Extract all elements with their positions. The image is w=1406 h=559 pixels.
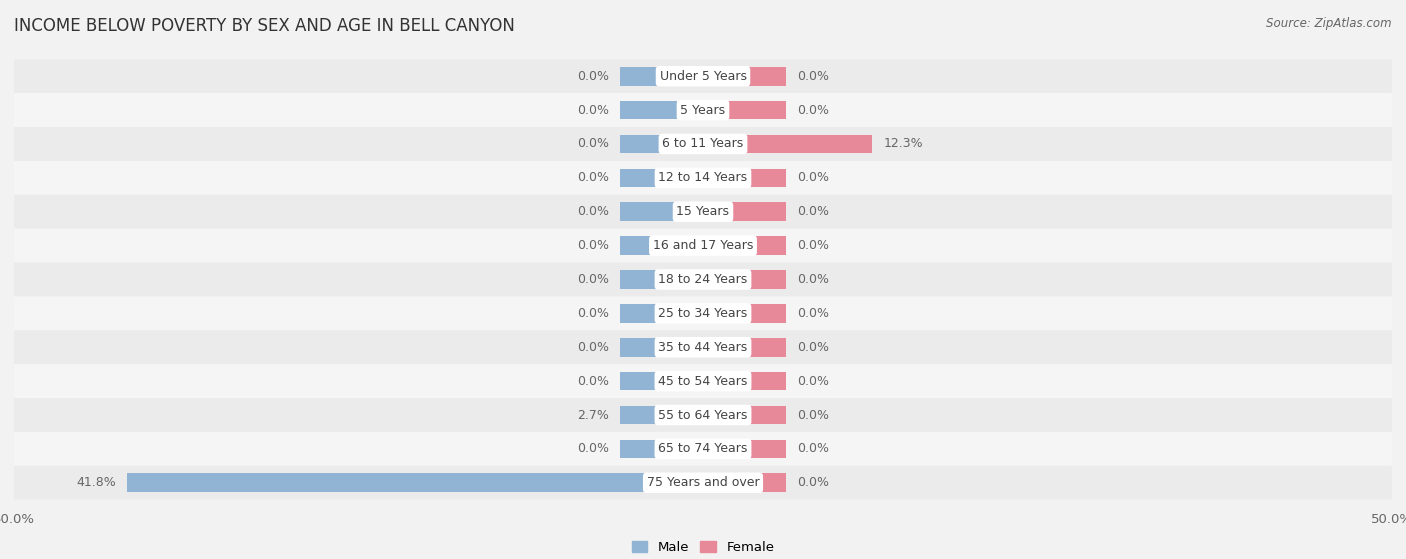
FancyBboxPatch shape: [14, 161, 1392, 195]
Text: 0.0%: 0.0%: [797, 239, 828, 252]
Bar: [620, 236, 703, 255]
Bar: [703, 135, 873, 153]
Text: 0.0%: 0.0%: [797, 307, 828, 320]
Text: 0.0%: 0.0%: [578, 103, 609, 117]
Text: 25 to 34 Years: 25 to 34 Years: [658, 307, 748, 320]
Text: 6 to 11 Years: 6 to 11 Years: [662, 138, 744, 150]
Bar: [703, 169, 786, 187]
Bar: [703, 473, 786, 492]
Bar: [703, 101, 786, 120]
FancyBboxPatch shape: [14, 330, 1392, 364]
Text: 15 Years: 15 Years: [676, 205, 730, 218]
FancyBboxPatch shape: [14, 364, 1392, 398]
Text: 16 and 17 Years: 16 and 17 Years: [652, 239, 754, 252]
FancyBboxPatch shape: [14, 229, 1392, 263]
Text: 0.0%: 0.0%: [578, 442, 609, 456]
Bar: [620, 270, 703, 289]
Text: 65 to 74 Years: 65 to 74 Years: [658, 442, 748, 456]
Bar: [620, 135, 703, 153]
Text: 5 Years: 5 Years: [681, 103, 725, 117]
FancyBboxPatch shape: [14, 432, 1392, 466]
Bar: [703, 304, 786, 323]
Text: 0.0%: 0.0%: [578, 205, 609, 218]
Bar: [703, 236, 786, 255]
Text: 0.0%: 0.0%: [578, 307, 609, 320]
Bar: [703, 372, 786, 390]
Bar: [620, 202, 703, 221]
FancyBboxPatch shape: [14, 59, 1392, 93]
Text: 75 Years and over: 75 Years and over: [647, 476, 759, 489]
Bar: [620, 439, 703, 458]
Bar: [127, 473, 703, 492]
Legend: Male, Female: Male, Female: [626, 536, 780, 559]
Bar: [620, 372, 703, 390]
Text: 12 to 14 Years: 12 to 14 Years: [658, 172, 748, 184]
Bar: [703, 67, 786, 86]
Text: 0.0%: 0.0%: [797, 205, 828, 218]
Bar: [703, 338, 786, 357]
Text: 45 to 54 Years: 45 to 54 Years: [658, 375, 748, 387]
Text: 2.7%: 2.7%: [578, 409, 609, 421]
Text: 0.0%: 0.0%: [797, 341, 828, 354]
Text: 0.0%: 0.0%: [797, 442, 828, 456]
Text: 12.3%: 12.3%: [883, 138, 924, 150]
Text: Under 5 Years: Under 5 Years: [659, 70, 747, 83]
Bar: [703, 202, 786, 221]
Bar: [620, 169, 703, 187]
Bar: [620, 338, 703, 357]
Text: 0.0%: 0.0%: [578, 70, 609, 83]
Text: 0.0%: 0.0%: [797, 70, 828, 83]
FancyBboxPatch shape: [14, 296, 1392, 330]
Bar: [703, 406, 786, 424]
Bar: [620, 67, 703, 86]
Text: 55 to 64 Years: 55 to 64 Years: [658, 409, 748, 421]
FancyBboxPatch shape: [14, 93, 1392, 127]
Text: 0.0%: 0.0%: [797, 409, 828, 421]
Text: 0.0%: 0.0%: [797, 103, 828, 117]
Text: 0.0%: 0.0%: [578, 172, 609, 184]
Text: 41.8%: 41.8%: [76, 476, 117, 489]
Bar: [620, 304, 703, 323]
FancyBboxPatch shape: [14, 195, 1392, 229]
Bar: [620, 406, 703, 424]
Text: 0.0%: 0.0%: [578, 273, 609, 286]
Text: 0.0%: 0.0%: [578, 138, 609, 150]
Text: 0.0%: 0.0%: [578, 239, 609, 252]
Bar: [620, 101, 703, 120]
Text: Source: ZipAtlas.com: Source: ZipAtlas.com: [1267, 17, 1392, 30]
Text: 0.0%: 0.0%: [797, 172, 828, 184]
Text: 0.0%: 0.0%: [797, 273, 828, 286]
Text: 18 to 24 Years: 18 to 24 Years: [658, 273, 748, 286]
Text: 0.0%: 0.0%: [578, 341, 609, 354]
FancyBboxPatch shape: [14, 263, 1392, 296]
Text: 0.0%: 0.0%: [797, 375, 828, 387]
Text: 0.0%: 0.0%: [797, 476, 828, 489]
Bar: [703, 439, 786, 458]
Bar: [703, 270, 786, 289]
Text: INCOME BELOW POVERTY BY SEX AND AGE IN BELL CANYON: INCOME BELOW POVERTY BY SEX AND AGE IN B…: [14, 17, 515, 35]
Text: 0.0%: 0.0%: [578, 375, 609, 387]
Text: 35 to 44 Years: 35 to 44 Years: [658, 341, 748, 354]
FancyBboxPatch shape: [14, 466, 1392, 500]
FancyBboxPatch shape: [14, 127, 1392, 161]
FancyBboxPatch shape: [14, 398, 1392, 432]
